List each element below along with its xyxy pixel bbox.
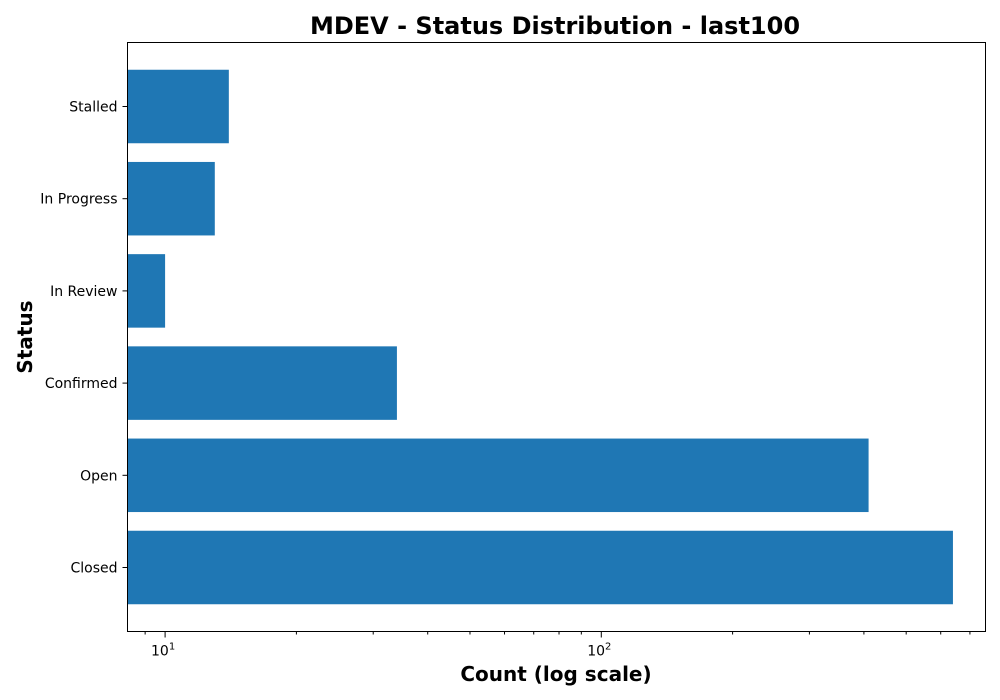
y-tick-label: Confirmed [45,376,118,392]
y-tick-label: In Review [50,284,117,300]
x-tick-label: 102 [587,642,611,660]
bar-confirmed [127,346,397,420]
bar-open [127,438,869,513]
x-tick-label: 101 [151,642,175,660]
x-axis-ticks: 101 102 [144,631,971,660]
y-tick-label: Closed [70,561,117,577]
bars-group [127,69,953,605]
y-axis-ticks: Closed Open Confirmed In Review In Progress S… [40,100,128,577]
bar-in-review [127,254,166,328]
plot-frame [127,42,986,632]
chart-title: MDEV - Status Distribution - last100 [310,12,800,40]
bar-in-progress [127,161,215,236]
y-axis-label: Status [13,300,37,373]
y-tick-label: Open [80,468,117,484]
bar-closed [127,530,953,605]
y-tick-label: Stalled [69,100,117,116]
x-axis-label: Count (log scale) [460,662,651,686]
y-tick-label: In Progress [40,192,117,208]
bar-stalled [127,69,229,144]
